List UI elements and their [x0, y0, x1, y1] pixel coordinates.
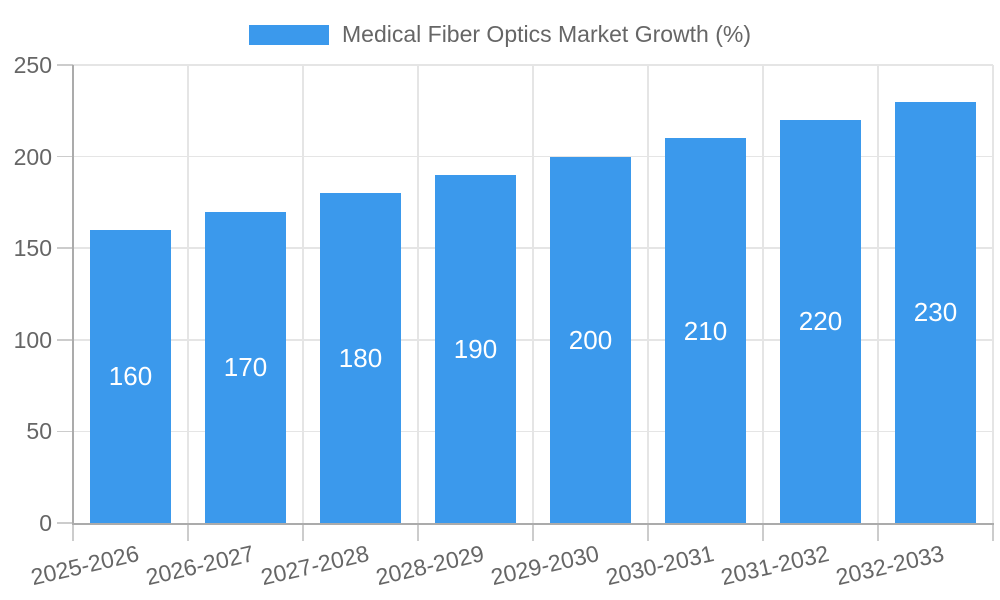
x-tick-label: 2032-2033 — [832, 540, 946, 591]
bar[interactable] — [90, 229, 171, 523]
bar-value-label: 210 — [683, 315, 728, 346]
y-tick-label: 200 — [13, 143, 52, 170]
bar-value-label: 190 — [453, 333, 498, 364]
y-axis-line — [71, 65, 74, 525]
bar[interactable] — [435, 174, 516, 523]
legend-label[interactable]: Medical Fiber Optics Market Growth (%) — [342, 21, 751, 47]
gridline-vertical — [532, 65, 534, 523]
y-tick-label: 50 — [26, 418, 52, 445]
chart-legend: Medical Fiber Optics Market Growth (%) — [0, 23, 1000, 46]
x-tick-label: 2031-2032 — [717, 540, 831, 591]
bar[interactable] — [895, 101, 976, 523]
y-axis-tick — [57, 522, 73, 524]
bar[interactable] — [205, 211, 286, 523]
bar-value-label: 160 — [108, 361, 153, 392]
gridline-vertical — [302, 65, 304, 523]
gridline-vertical — [762, 65, 764, 523]
x-tick-label: 2028-2029 — [372, 540, 486, 591]
y-tick-label: 0 — [39, 510, 52, 536]
x-axis-tick — [992, 525, 994, 541]
gridline-vertical — [187, 65, 189, 523]
y-axis-tick — [57, 64, 73, 66]
bar[interactable] — [780, 119, 861, 523]
bar[interactable] — [320, 193, 401, 523]
x-axis-tick — [647, 525, 649, 541]
bar-value-label: 200 — [568, 324, 613, 355]
x-axis-tick — [762, 525, 764, 541]
x-tick-label: 2029-2030 — [487, 540, 601, 591]
x-axis-tick — [187, 525, 189, 541]
bar-value-label: 230 — [913, 297, 958, 328]
bar-value-label: 180 — [338, 343, 383, 374]
y-tick-label: 100 — [13, 326, 52, 353]
x-axis-tick — [417, 525, 419, 541]
y-tick-label: 250 — [13, 52, 52, 78]
y-axis-tick — [57, 155, 73, 158]
bar-value-label: 220 — [798, 306, 843, 337]
legend-swatch[interactable] — [249, 24, 329, 45]
x-tick-label: 2026-2027 — [142, 540, 256, 591]
x-tick-label: 2030-2031 — [602, 540, 716, 591]
x-axis-line — [71, 523, 994, 525]
x-tick-label: 2027-2028 — [257, 540, 371, 591]
y-axis-tick — [57, 339, 73, 341]
x-axis-tick — [72, 525, 74, 541]
y-axis-tick — [57, 430, 73, 433]
x-axis-tick — [877, 525, 879, 541]
bar[interactable] — [665, 138, 746, 523]
x-tick-label: 2025-2026 — [27, 540, 141, 591]
y-axis-tick — [57, 247, 73, 249]
gridline-vertical — [992, 65, 994, 523]
x-axis-tick — [532, 525, 534, 541]
gridline-vertical — [417, 65, 419, 523]
y-tick-label: 150 — [13, 235, 52, 262]
x-axis-tick — [302, 525, 304, 541]
bar-value-label: 170 — [223, 352, 268, 383]
bar[interactable] — [550, 156, 631, 523]
gridline-vertical — [877, 65, 879, 523]
gridline-vertical — [647, 65, 649, 523]
